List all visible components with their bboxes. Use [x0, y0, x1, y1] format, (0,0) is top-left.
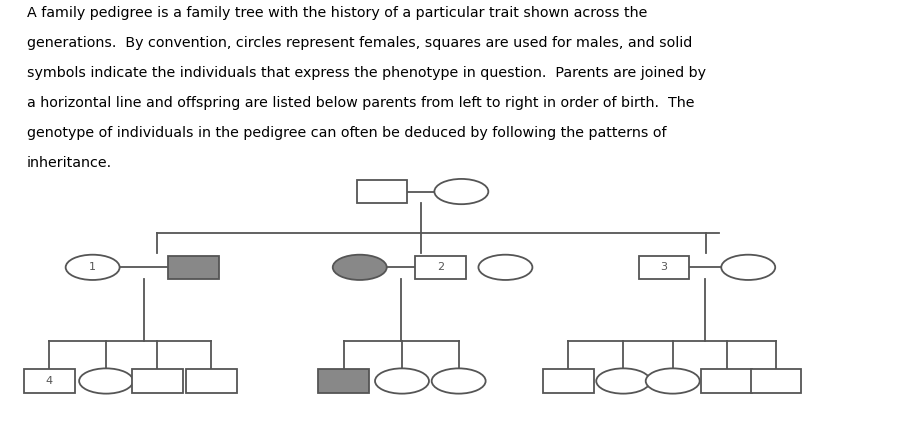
Circle shape — [596, 368, 651, 394]
Text: inheritance.: inheritance. — [27, 156, 112, 170]
Text: A family pedigree is a family tree with the history of a particular trait shown : A family pedigree is a family tree with … — [27, 6, 647, 20]
Circle shape — [375, 368, 429, 394]
Circle shape — [432, 368, 486, 394]
Text: 1: 1 — [89, 262, 96, 272]
Text: symbols indicate the individuals that express the phenotype in question.  Parent: symbols indicate the individuals that ex… — [27, 66, 706, 80]
Circle shape — [722, 255, 775, 280]
Text: genotype of individuals in the pedigree can often be deduced by following the pa: genotype of individuals in the pedigree … — [27, 126, 667, 140]
Text: 2: 2 — [437, 262, 444, 272]
Circle shape — [79, 368, 133, 394]
Text: 4: 4 — [46, 376, 53, 386]
Text: 3: 3 — [660, 262, 668, 272]
Text: generations.  By convention, circles represent females, squares are used for mal: generations. By convention, circles repr… — [27, 36, 692, 50]
Bar — [132, 369, 183, 393]
Bar — [318, 369, 369, 393]
Circle shape — [434, 179, 488, 204]
Circle shape — [66, 255, 120, 280]
Text: a horizontal line and offspring are listed below parents from left to right in o: a horizontal line and offspring are list… — [27, 96, 695, 110]
Circle shape — [332, 255, 387, 280]
Bar — [543, 369, 594, 393]
Bar — [702, 369, 751, 393]
Bar — [415, 256, 466, 279]
Circle shape — [478, 255, 532, 280]
Bar — [751, 369, 801, 393]
Bar — [187, 369, 237, 393]
Bar — [24, 369, 75, 393]
Bar — [639, 256, 689, 279]
Bar — [168, 256, 219, 279]
Bar — [357, 180, 407, 203]
Circle shape — [646, 368, 700, 394]
